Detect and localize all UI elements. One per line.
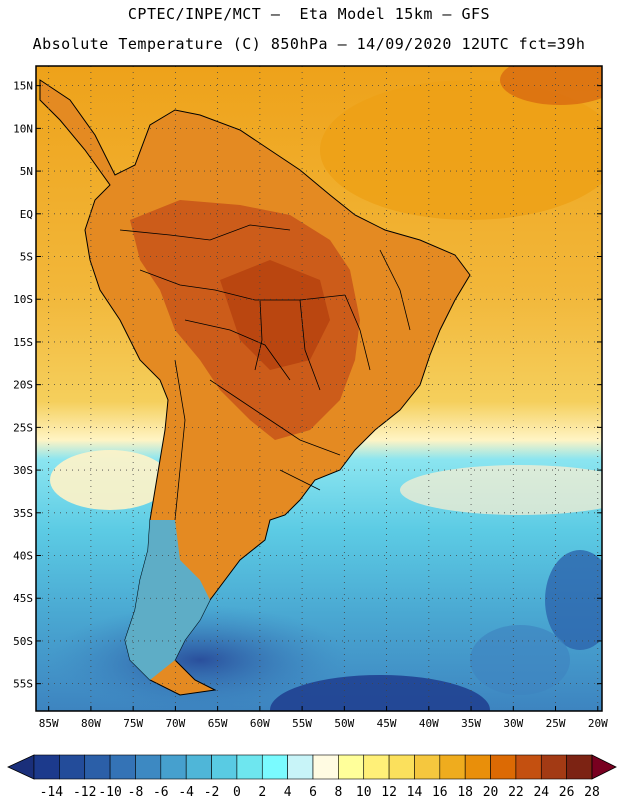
colorbar-swatch [211, 754, 238, 780]
lat-label: 30S [13, 464, 33, 477]
country-borders [119, 224, 411, 521]
colorbar-label: 6 [309, 785, 317, 800]
colorbar-swatch [490, 754, 517, 780]
map-title-line2: Absolute Temperature (C) 850hPa – 14/09/… [32, 35, 586, 53]
lat-label: 40S [13, 550, 33, 563]
lat-label: EQ [20, 208, 33, 221]
colorbar-swatch [566, 754, 593, 780]
colorbar-label: -12 [73, 785, 96, 800]
colorbar-swatch [464, 754, 491, 780]
graticule [36, 66, 602, 711]
colorbar-swatch [540, 754, 567, 780]
colorbar-swatch [84, 754, 111, 780]
longitude-labels: 85W 80W 75W 70W 65W 60W 55W 50W 45W 40W 35W 30W 25W 2… [39, 717, 608, 730]
frontal-zone [400, 465, 602, 515]
colorbar-swatch [135, 754, 162, 780]
colorbar-label: -6 [153, 785, 169, 800]
lat-label: 50S [13, 635, 33, 648]
latitude-labels: 15N 10N 5N EQ 5S 10S 15S 20S 25S 30S 35S 40S 45S 50S 5… [13, 80, 33, 691]
colorbar-swatch [287, 754, 314, 780]
warm-ocean-north [320, 80, 602, 220]
lon-label: 60W [250, 717, 270, 730]
colorbar-label: 8 [334, 785, 342, 800]
colorbar-label: 0 [233, 785, 241, 800]
cold-patch-east [545, 550, 602, 650]
lon-label: 25W [546, 717, 566, 730]
warm-patch-ne [500, 66, 602, 105]
colorbar-high-arrow [591, 754, 617, 780]
lat-label: 20S [13, 379, 33, 392]
colorbar-label: 20 [483, 785, 499, 800]
colorbar-label: -8 [128, 785, 144, 800]
colorbar-label: -4 [178, 785, 194, 800]
lon-label: 70W [165, 717, 185, 730]
colorbar-swatch [439, 754, 466, 780]
lon-label: 65W [208, 717, 228, 730]
colorbar-label: 4 [284, 785, 292, 800]
lon-label: 55W [292, 717, 312, 730]
lat-label: 5N [20, 165, 33, 178]
lat-label: 15N [13, 80, 33, 93]
colorbar-swatch [338, 754, 365, 780]
cold-patch-southeast [470, 625, 570, 695]
colorbar [7, 754, 617, 780]
south-america-landmass [39, 79, 471, 696]
colorbar-label: 10 [356, 785, 372, 800]
lat-label: 55S [13, 678, 33, 691]
colorbar-label: -10 [98, 785, 121, 800]
colorbar-swatch [388, 754, 415, 780]
lat-label: 45S [13, 592, 33, 605]
colorbar-label: 26 [559, 785, 575, 800]
colorbar-swatch [236, 754, 263, 780]
colorbar-label: 2 [258, 785, 266, 800]
colorbar-swatch [33, 754, 60, 780]
colorbar-swatch [185, 754, 212, 780]
lon-label: 35W [461, 717, 481, 730]
lat-label: 5S [20, 251, 33, 264]
lon-label: 45W [377, 717, 397, 730]
lon-label: 30W [503, 717, 523, 730]
lat-label: 10N [13, 122, 33, 135]
colorbar-label: 14 [407, 785, 423, 800]
lat-label: 25S [13, 421, 33, 434]
colorbar-swatch [109, 754, 136, 780]
colorbar-swatch [363, 754, 390, 780]
colorbar-low-arrow [7, 754, 35, 780]
lon-label: 20W [588, 717, 608, 730]
colorbar-label: 22 [508, 785, 524, 800]
lat-label: 10S [13, 293, 33, 306]
patagonia-cold [125, 520, 210, 680]
colorbar-swatch [59, 754, 86, 780]
lon-label: 75W [123, 717, 143, 730]
colorbar-swatch [515, 754, 542, 780]
lat-label: 35S [13, 507, 33, 520]
colorbar-label: -2 [204, 785, 220, 800]
colorbar-labels: -14 -12 -10 -8 -6 -4 -2 0 2 4 6 8 10 12 14 16 18 20 22 24 26… [40, 785, 600, 800]
lon-label: 50W [334, 717, 354, 730]
colorbar-label: 16 [432, 785, 448, 800]
colorbar-swatch [160, 754, 187, 780]
cold-core-south [50, 605, 350, 711]
lon-label: 40W [419, 717, 439, 730]
map-title-line1: CPTEC/INPE/MCT – Eta Model 15km – GFS [127, 5, 491, 23]
colorbar-label: 28 [584, 785, 600, 800]
colorbar-label: 12 [381, 785, 397, 800]
colorbar-swatch [312, 754, 339, 780]
cold-core-bottom [270, 675, 490, 711]
map-frame [35, 65, 603, 712]
lon-label: 80W [81, 717, 101, 730]
colorbar-label: 18 [457, 785, 473, 800]
colorbar-label: 24 [533, 785, 549, 800]
lat-label: 15S [13, 336, 33, 349]
lon-label: 85W [39, 717, 59, 730]
cool-coast-pacific [50, 450, 170, 510]
colorbar-label: -14 [40, 785, 64, 800]
colorbar-swatch [261, 754, 288, 780]
colorbar-swatch [414, 754, 441, 780]
